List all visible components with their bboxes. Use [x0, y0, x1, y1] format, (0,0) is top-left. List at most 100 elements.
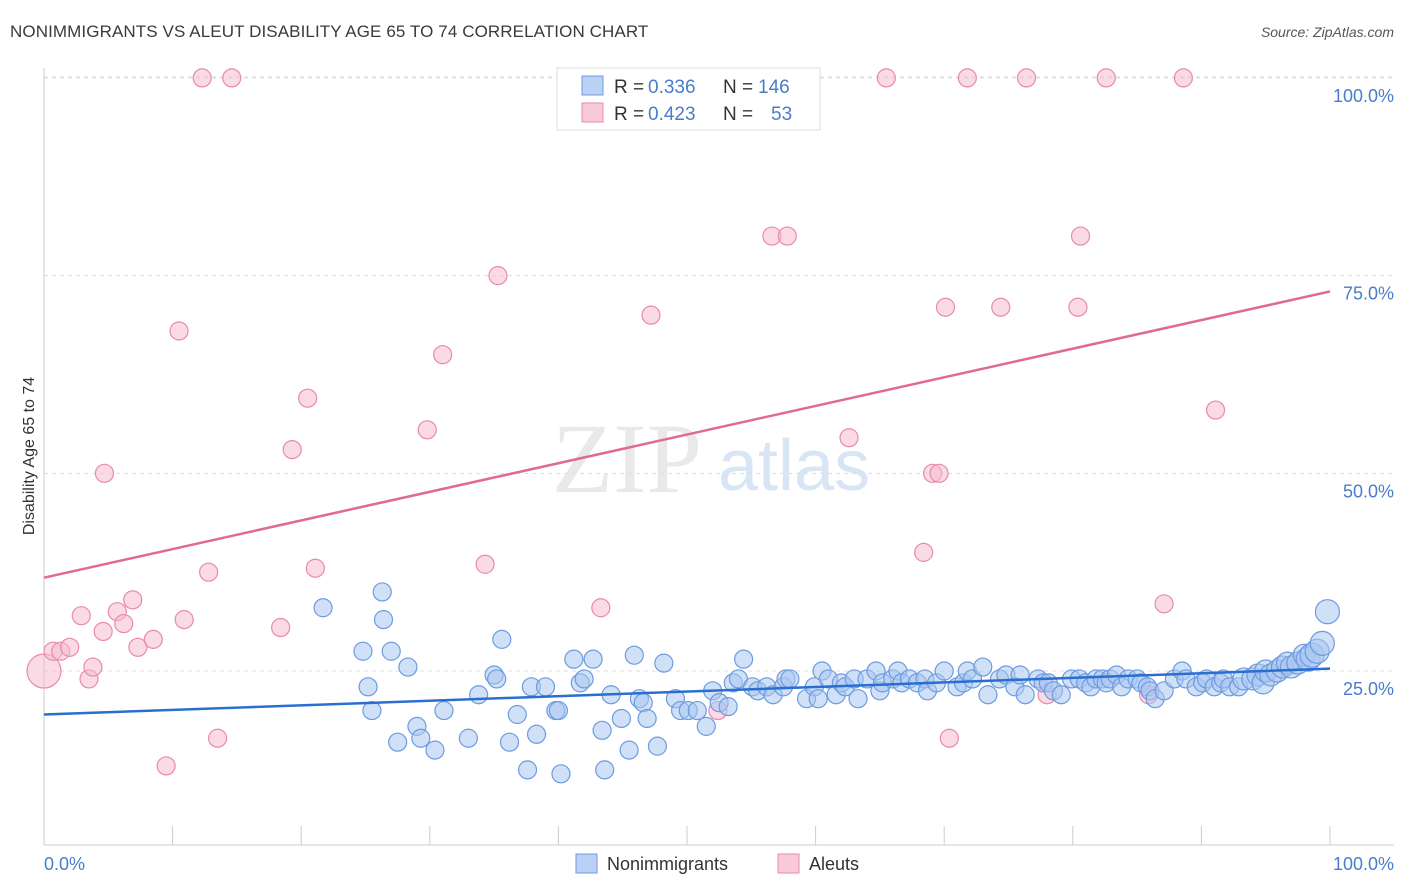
aleuts-point-21: [298, 388, 318, 408]
aleuts-point-37: [939, 728, 959, 748]
aleuts-point-20: [282, 439, 302, 460]
aleuts-point-48: [957, 68, 977, 88]
nonimmigrants-point-35: [619, 740, 639, 760]
nonimmigrants-point-6: [381, 641, 401, 661]
nonimmigrants-point-87: [973, 657, 993, 677]
aleuts-point-42: [1070, 226, 1091, 246]
aleuts-point-16: [174, 610, 194, 630]
aleuts-point-51: [222, 68, 242, 88]
nonimmigrants-point-92: [1010, 665, 1030, 685]
aleuts-point-24: [433, 345, 453, 365]
aleuts-point-3: [60, 637, 80, 657]
nonimmigrants-point-45: [687, 700, 707, 721]
bottom-legend-swatch-aleuts: [777, 853, 800, 874]
y-tick-label-25: 25.0%: [1343, 679, 1394, 699]
y-tick-label-75: 75.0%: [1343, 284, 1394, 304]
aleuts-point-28: [641, 305, 661, 325]
aleuts-point-19: [271, 617, 291, 638]
bottom-legend-label-aleuts: Aleuts: [809, 854, 859, 874]
aleuts-point-31: [777, 226, 797, 246]
aleuts-point-26: [488, 266, 508, 286]
nonimmigrants-point-14: [469, 685, 489, 705]
nonimmigrants-point-38: [633, 693, 653, 713]
nonimmigrants-point-30: [583, 649, 603, 669]
aleuts-point-41: [1068, 297, 1088, 317]
aleuts-point-15: [169, 321, 189, 341]
trend-line-nonimmigrants: [43, 667, 1331, 716]
aleuts-point-52: [192, 68, 212, 88]
nonimmigrants-point-4: [372, 582, 392, 602]
legend-row1-r-label: R =: [614, 77, 649, 98]
nonimmigrants-point-0: [313, 598, 333, 618]
nonimmigrants-point-10: [411, 728, 431, 748]
aleuts-point-18: [208, 728, 228, 748]
legend-row1-r-value: 0.336: [648, 77, 696, 98]
legend-row2-r-value: 0.423: [648, 104, 696, 125]
aleuts-point-25: [475, 554, 495, 574]
aleuts-point-49: [876, 68, 896, 88]
nonimmigrants-point-13: [458, 728, 478, 748]
series-aleuts-points: [26, 68, 1226, 776]
aleuts-point-12: [128, 637, 148, 657]
nonimmigrants-point-2: [358, 677, 378, 697]
nonimmigrants-point-16: [487, 669, 507, 689]
nonimmigrants-point-17: [492, 629, 512, 649]
aleuts-point-44: [1154, 594, 1174, 614]
nonimmigrants-point-40: [647, 736, 668, 756]
bottom-legend-swatch-nonimmigrants: [575, 853, 598, 874]
nonimmigrants-point-32: [595, 760, 615, 780]
nonimmigrants-point-11: [425, 740, 445, 760]
nonimmigrants-point-59: [780, 669, 800, 689]
nonimmigrants-point-20: [517, 760, 538, 780]
aleuts-point-8: [94, 463, 115, 483]
nonimmigrants-point-98: [1051, 685, 1071, 705]
aleuts-point-7: [93, 621, 113, 642]
nonimmigrants-point-34: [611, 708, 632, 729]
nonimmigrants-point-46: [696, 716, 716, 736]
legend-row2-r-label: R =: [614, 104, 649, 125]
nonimmigrants-point-27: [564, 649, 584, 669]
series-nonimmigrants-points: [313, 582, 1341, 784]
legend-swatch-nonimmigrants: [581, 75, 604, 96]
aleuts-point-11: [123, 590, 143, 610]
y-tick-label-50: 50.0%: [1343, 481, 1394, 501]
y-axis-title: Disability Age 65 to 74: [21, 377, 38, 535]
nonimmigrants-point-29: [574, 669, 594, 689]
nonimmigrants-point-26: [551, 764, 571, 784]
x-axis-ticks: [172, 826, 1331, 845]
legend-swatch-aleuts: [581, 102, 604, 123]
aleuts-point-13: [143, 629, 163, 649]
gridlines: [44, 76, 1394, 672]
legend-row1-n-value: 146: [758, 77, 790, 98]
nonimmigrants-point-52: [733, 649, 754, 669]
aleuts-point-4: [71, 606, 91, 626]
legend-row2-n-value: 53: [771, 104, 792, 125]
chart-source: Source: ZipAtlas.com: [1260, 24, 1394, 40]
nonimmigrants-point-39: [637, 708, 657, 729]
bottom-legend-label-nonimmigrants: Nonimmigrants: [607, 854, 728, 874]
aleuts-point-35: [929, 463, 949, 483]
nonimmigrants-point-143: [1314, 599, 1341, 625]
nonimmigrants-point-18: [499, 732, 520, 752]
nonimmigrants-point-49: [718, 697, 738, 717]
nonimmigrants-point-82: [934, 661, 954, 681]
x-tick-label-left: 0.0%: [44, 854, 85, 874]
aleuts-point-39: [1016, 68, 1037, 88]
nonimmigrants-point-142: [1309, 630, 1335, 656]
aleuts-point-22: [305, 558, 325, 578]
y-tick-labels: 25.0% 50.0% 75.0% 100.0%: [1333, 86, 1394, 699]
nonimmigrants-point-12: [434, 700, 454, 721]
nonimmigrants-point-25: [548, 700, 569, 721]
aleuts-point-46: [1173, 68, 1193, 88]
aleuts-point-23: [417, 420, 437, 440]
nonimmigrants-point-69: [848, 689, 868, 709]
aleuts-point-10: [114, 613, 134, 634]
nonimmigrants-point-31: [592, 720, 612, 740]
nonimmigrants-point-3: [362, 700, 382, 721]
aleuts-point-38: [991, 297, 1011, 317]
aleuts-point-17: [199, 562, 219, 582]
trend-line-aleuts: [43, 290, 1331, 579]
aleuts-point-6: [83, 657, 103, 677]
series-legend: Nonimmigrants Aleuts: [575, 853, 859, 874]
nonimmigrants-point-62: [808, 689, 828, 709]
